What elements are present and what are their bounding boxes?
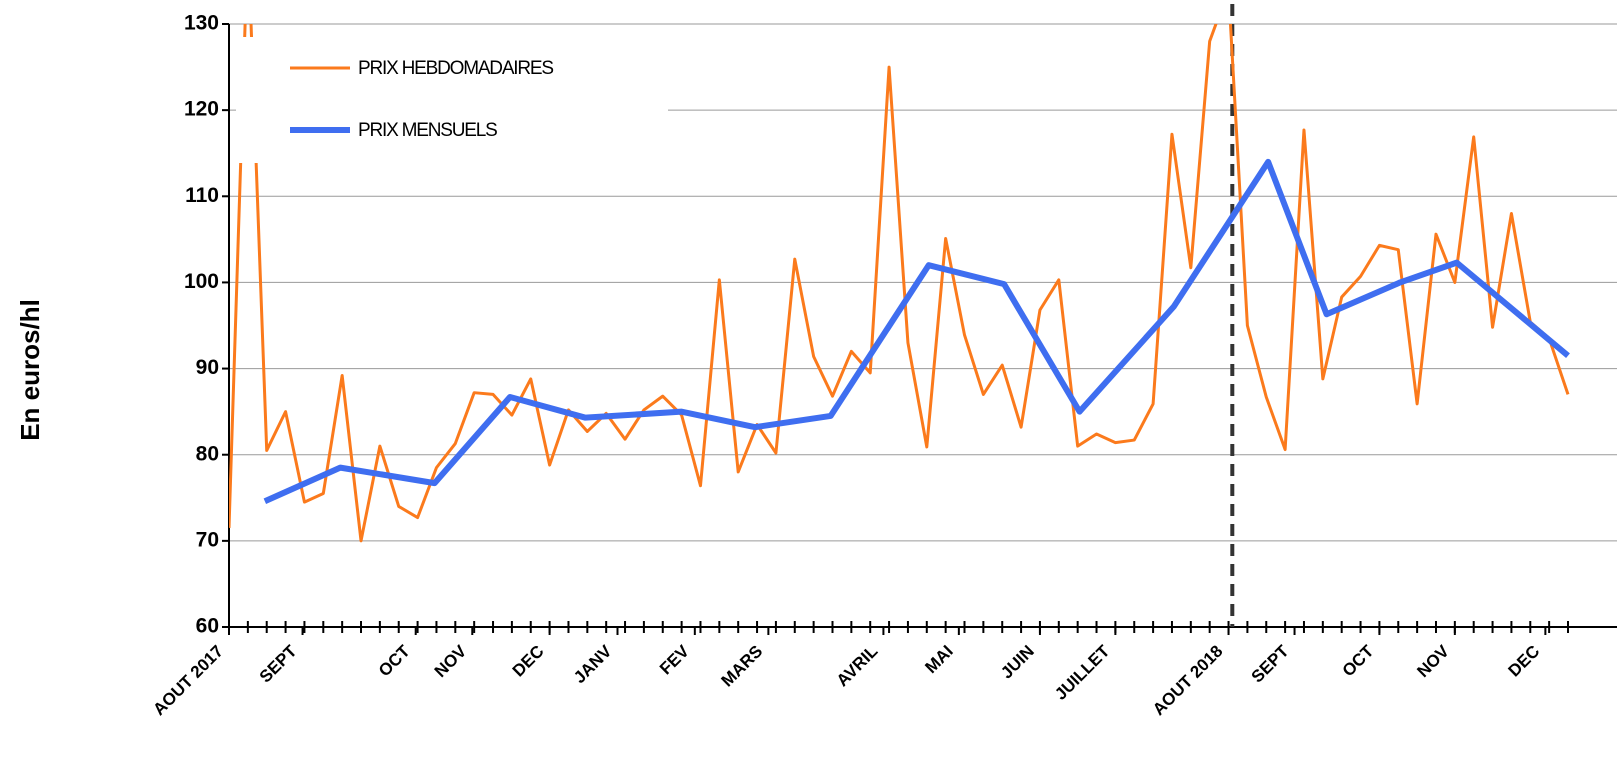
y-axis-label: En euros/hl bbox=[15, 299, 45, 441]
x-tick-label: SEPT bbox=[256, 641, 301, 686]
x-tick-label: DEC bbox=[1505, 642, 1544, 681]
y-tick-label: 60 bbox=[196, 615, 219, 638]
y-tick-label: 90 bbox=[196, 356, 219, 379]
x-tick-label: JUILLET bbox=[1051, 641, 1114, 704]
legend-label: PRIX HEBDOMADAIRES bbox=[358, 58, 553, 79]
x-tick-label: OCT bbox=[375, 641, 414, 680]
x-tick-label: MAI bbox=[921, 642, 956, 677]
legend-box bbox=[236, 37, 668, 163]
x-tick-label: OCT bbox=[1339, 641, 1378, 680]
x-tick-label: FEV bbox=[656, 641, 693, 678]
y-tick-label: 110 bbox=[185, 184, 219, 207]
y-tick-label: 100 bbox=[184, 270, 219, 293]
legend-label: PRIX MENSUELS bbox=[358, 120, 497, 141]
x-tick-label: AOUT 2017 bbox=[149, 642, 227, 720]
x-tick-label: AOUT 2018 bbox=[1149, 642, 1227, 720]
data-line bbox=[229, 24, 1570, 543]
x-tick-label: MARS bbox=[718, 642, 767, 691]
data-line bbox=[263, 158, 1570, 504]
y-tick-label: 80 bbox=[196, 442, 219, 465]
y-tick-label: 120 bbox=[184, 98, 219, 121]
x-tick-label: JUIN bbox=[997, 642, 1038, 683]
y-tick-label: 130 bbox=[184, 12, 219, 35]
x-tick-label: NOV bbox=[1413, 641, 1453, 681]
plot-area bbox=[229, 24, 1570, 543]
x-tick-label: JANV bbox=[570, 641, 616, 687]
x-tick-label: DEC bbox=[509, 642, 548, 681]
y-tick-label: 70 bbox=[196, 528, 219, 551]
x-tick-label: AVRIL bbox=[833, 642, 882, 691]
x-tick-label: NOV bbox=[431, 641, 471, 681]
x-tick-label: SEPT bbox=[1248, 641, 1293, 686]
